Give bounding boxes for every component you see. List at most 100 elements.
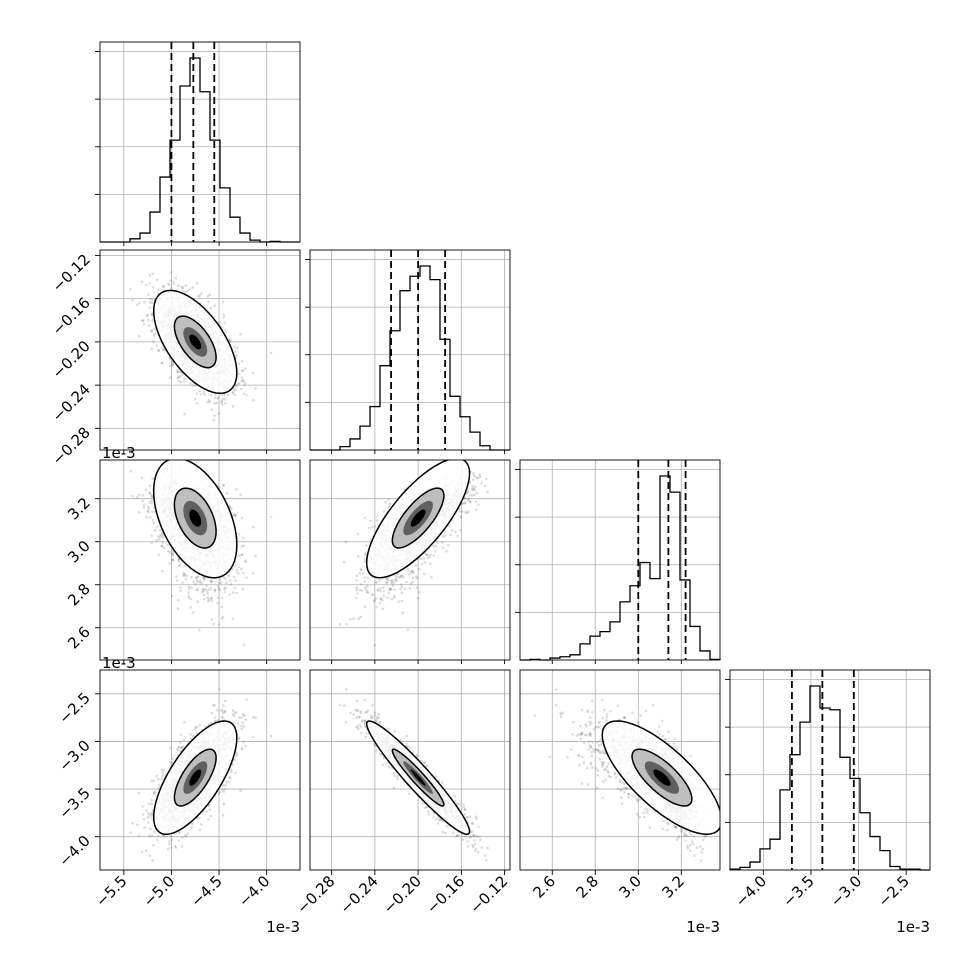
sample-point: [425, 553, 428, 557]
sample-point: [182, 380, 186, 383]
sample-point: [185, 574, 189, 577]
sample-point: [373, 643, 377, 647]
sample-point: [198, 723, 202, 727]
sample-point: [170, 761, 174, 764]
sample-point: [177, 599, 180, 602]
sample-point: [175, 575, 178, 578]
sample-point: [244, 718, 247, 721]
sample-point: [151, 518, 155, 522]
sample-point: [138, 493, 141, 497]
sample-point: [480, 481, 484, 485]
sample-point: [183, 572, 187, 576]
sample-point: [363, 580, 367, 583]
sample-point: [468, 499, 472, 503]
sample-point: [150, 541, 154, 545]
sample-point: [229, 339, 233, 343]
sample-point: [157, 553, 160, 556]
sample-point: [221, 615, 225, 619]
sample-point: [408, 573, 411, 576]
sample-point: [375, 519, 379, 522]
sample-point: [202, 576, 205, 580]
sample-point: [392, 596, 396, 600]
sample-point: [219, 577, 222, 581]
sample-point: [352, 617, 355, 621]
sample-point: [161, 348, 165, 351]
sample-point: [213, 588, 217, 592]
sample-point: [472, 487, 476, 491]
sample-point: [220, 708, 224, 712]
sample-point: [235, 384, 238, 387]
sample-point: [240, 716, 243, 719]
sample-point: [379, 597, 383, 601]
sample-point: [440, 541, 444, 544]
sample-point: [486, 490, 489, 494]
sample-point: [138, 834, 141, 837]
sample-point: [209, 580, 213, 583]
sample-point: [228, 337, 232, 341]
sample-point: [429, 562, 432, 566]
sample-point: [474, 500, 478, 504]
sample-point: [171, 552, 174, 555]
sample-point: [216, 596, 220, 599]
sample-point: [436, 541, 440, 545]
sample-point: [475, 476, 478, 479]
sample-point: [210, 580, 214, 584]
sample-point: [355, 574, 359, 577]
sample-point: [143, 300, 146, 304]
sample-point: [206, 295, 210, 298]
sample-point: [456, 534, 459, 538]
sample-point: [150, 499, 153, 502]
sample-point: [415, 586, 419, 589]
sample-point: [252, 371, 255, 375]
sample-point: [237, 533, 241, 536]
sample-point: [374, 581, 378, 584]
sample-point: [196, 576, 199, 579]
sample-point: [433, 550, 437, 553]
sample-point: [240, 359, 244, 363]
sample-point: [396, 572, 400, 576]
sample-point: [141, 493, 145, 497]
sample-point: [148, 834, 151, 838]
sample-point: [177, 379, 181, 383]
sample-point: [463, 501, 467, 505]
density-peak: [189, 334, 202, 350]
sample-point: [399, 582, 403, 586]
sample-point: [217, 587, 221, 590]
sample-point: [181, 288, 184, 291]
sample-point: [142, 505, 146, 509]
sample-point: [199, 579, 202, 583]
sample-point: [220, 402, 224, 406]
sample-point: [142, 817, 146, 821]
sample-point: [152, 340, 155, 343]
sample-point: [137, 510, 141, 514]
sample-point: [157, 348, 160, 352]
sample-point: [411, 576, 415, 579]
sample-point: [237, 565, 241, 569]
sample-point: [179, 564, 182, 567]
sample-point: [198, 389, 202, 393]
sample-point: [208, 293, 211, 297]
sample-point: [231, 514, 235, 517]
sample-point: [403, 587, 407, 591]
sample-point: [150, 494, 154, 497]
sample-point: [227, 574, 231, 578]
sample-point: [228, 775, 231, 779]
sample-point: [153, 327, 156, 331]
panel-frame: [309, 459, 511, 661]
sample-point: [224, 586, 227, 589]
sample-point: [226, 492, 229, 495]
sample-point: [472, 471, 475, 475]
sample-point: [239, 333, 242, 336]
sample-point: [370, 593, 374, 596]
sample-point: [214, 719, 217, 723]
sample-point: [210, 711, 214, 715]
sample-point: [342, 560, 346, 564]
sample-point: [151, 272, 154, 276]
sample-point: [222, 704, 225, 707]
sample-point: [354, 596, 358, 600]
sample-point: [195, 588, 199, 592]
sample-point: [183, 574, 186, 578]
sample-point: [225, 780, 228, 784]
sample-point: [140, 850, 144, 854]
sample-point: [222, 484, 226, 487]
